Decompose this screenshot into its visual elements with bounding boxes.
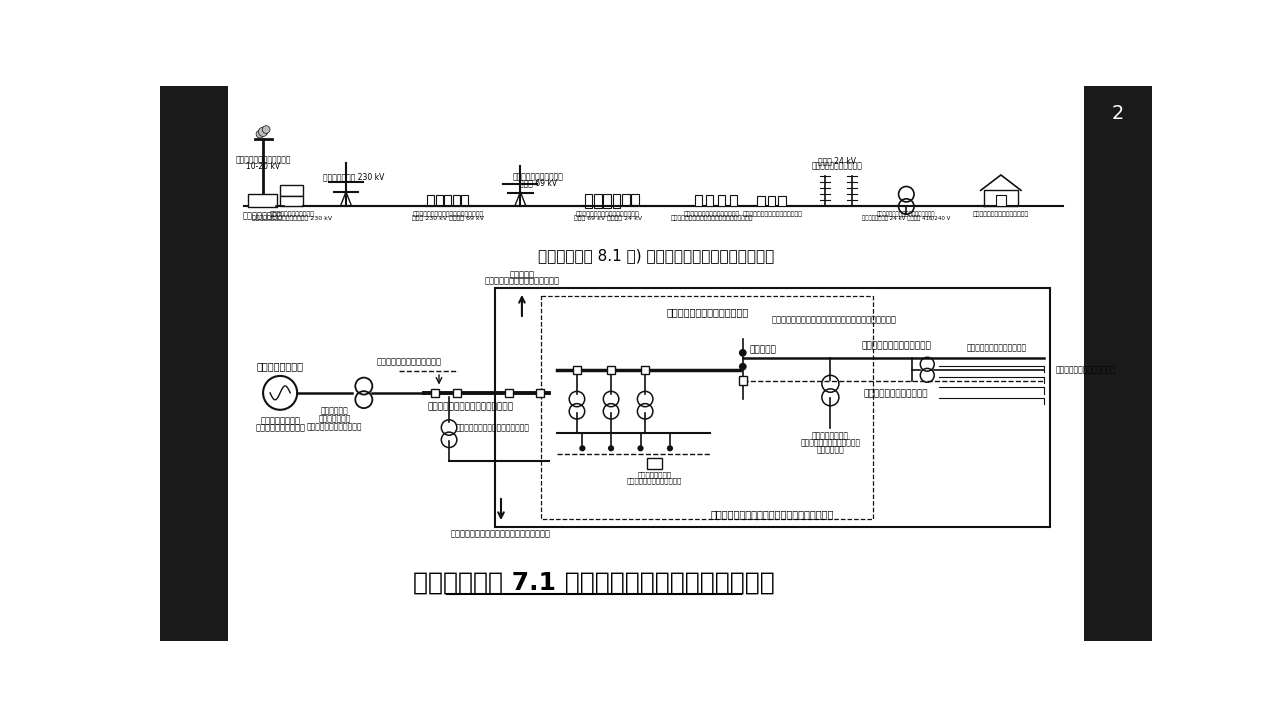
Bar bbox=[160, 86, 228, 641]
Bar bbox=[280, 185, 303, 196]
Text: หม้อแปลง: หม้อแปลง bbox=[637, 472, 672, 478]
Text: ระบบจำหน่ายไฟฟ้ากำลัง: ระบบจำหน่ายไฟฟ้ากำลัง bbox=[710, 509, 835, 519]
Bar bbox=[778, 196, 786, 206]
Text: รูปที่ 8.1 ก) ระบบไฟฟ้ากำลัง: รูปที่ 8.1 ก) ระบบไฟฟ้ากำลัง bbox=[538, 248, 774, 263]
Text: ที่ 24 kV: ที่ 24 kV bbox=[818, 157, 855, 166]
Bar bbox=[607, 366, 614, 374]
Bar bbox=[431, 389, 439, 397]
Bar bbox=[436, 195, 443, 206]
Text: ลดแรงดัน 24 kV เป็น 416/240 V: ลดแรงดัน 24 kV เป็น 416/240 V bbox=[863, 216, 951, 221]
Text: สายป้อนประธาน: สายป้อนประธาน bbox=[861, 341, 931, 351]
Text: 10-20 kV: 10-20 kV bbox=[246, 162, 280, 171]
Bar bbox=[739, 376, 746, 385]
Bar bbox=[462, 195, 468, 206]
Circle shape bbox=[667, 445, 673, 451]
Bar bbox=[495, 288, 1050, 527]
Bar bbox=[646, 459, 662, 469]
Text: หม้อแปลง: หม้อแปลง bbox=[812, 431, 849, 441]
Text: เปลี่ยน: เปลี่ยน bbox=[319, 415, 351, 423]
Bar bbox=[536, 389, 544, 397]
Text: หม้อแปลง: หม้อแปลง bbox=[260, 416, 300, 425]
Circle shape bbox=[739, 349, 746, 356]
Bar bbox=[541, 296, 873, 519]
Bar bbox=[613, 194, 621, 208]
Text: มาจากโรงไฟฟ้า: มาจากโรงไฟฟ้า bbox=[378, 358, 442, 366]
Circle shape bbox=[259, 127, 268, 137]
Text: หม้อแปลงด้านผู้ใช้: หม้อแปลงด้านผู้ใช้ bbox=[877, 211, 936, 217]
Circle shape bbox=[637, 445, 644, 451]
Bar bbox=[996, 195, 1006, 206]
Bar bbox=[594, 194, 602, 208]
Bar bbox=[585, 194, 593, 208]
Text: ระบบส่งย่อย: ระบบส่งย่อย bbox=[513, 173, 563, 181]
Bar bbox=[603, 194, 611, 208]
Text: ราชกิจ: ราชกิจ bbox=[320, 407, 348, 415]
Text: จาก 69 kV เป็น 24 kV: จาก 69 kV เป็น 24 kV bbox=[573, 216, 643, 221]
Bar bbox=[280, 196, 303, 206]
Bar bbox=[768, 196, 776, 206]
Text: สายติดต่อประผู้เสริมสร้าง: สายติดต่อประผู้เสริมสร้าง bbox=[772, 315, 897, 324]
Bar bbox=[707, 195, 713, 206]
Text: 2: 2 bbox=[1112, 104, 1124, 123]
Text: พลังงานไฟฟ้า: พลังงานไฟฟ้า bbox=[236, 156, 291, 165]
Text: จาก 230 kV เป็น 69 kV: จาก 230 kV เป็น 69 kV bbox=[412, 216, 484, 221]
Circle shape bbox=[256, 130, 264, 138]
Text: ไปยังสถานีไฟฟ้าต่อไป: ไปยังสถานีไฟฟ้าต่อไป bbox=[451, 529, 550, 538]
Circle shape bbox=[580, 445, 585, 451]
Text: ไปยังสถานีไฟฟ้า: ไปยังสถานีไฟฟ้า bbox=[484, 276, 559, 286]
Bar bbox=[730, 195, 736, 206]
Bar bbox=[573, 366, 581, 374]
Bar bbox=[641, 366, 649, 374]
Bar bbox=[444, 195, 452, 206]
Text: ที่ 69 kV: ที่ 69 kV bbox=[520, 179, 557, 188]
Text: ไฟฟ้ากำลัง: ไฟฟ้ากำลัง bbox=[255, 423, 305, 433]
Text: โรงไฟฟ้า: โรงไฟฟ้า bbox=[243, 211, 283, 220]
Circle shape bbox=[608, 445, 614, 451]
Bar bbox=[453, 389, 461, 397]
Text: หม้อแปลงไฟฟ้าแรงดัน: หม้อแปลงไฟฟ้าแรงดัน bbox=[412, 211, 484, 217]
Text: ซักก้า: ซักก้า bbox=[817, 445, 845, 454]
Text: สถานีไฟฟ้าย่อย: สถานีไฟฟ้าย่อย bbox=[666, 307, 749, 318]
Text: ระบบส่ง 230 kV: ระบบส่ง 230 kV bbox=[323, 173, 384, 181]
Bar bbox=[622, 194, 630, 205]
Text: โรงงานอุตสาหกรรม: โรงงานอุตสาหกรรม bbox=[742, 211, 803, 217]
Bar bbox=[718, 195, 724, 206]
Text: สายส่งไฟฟ้าไปยัง: สายส่งไฟฟ้าไปยัง bbox=[456, 423, 529, 433]
Text: สายป้อนสำรอง: สายป้อนสำรอง bbox=[864, 389, 928, 398]
Text: สถานีไฟฟ้าบนดิน: สถานีไฟฟ้าบนดิน bbox=[684, 211, 740, 217]
Text: สายป้อนประธาน: สายป้อนประธาน bbox=[966, 343, 1027, 352]
Bar bbox=[631, 194, 639, 205]
Text: บ้านเรือนผู้ใช้: บ้านเรือนผู้ใช้ bbox=[973, 211, 1029, 217]
Text: สวนไฟฟ้าแรงดันต่ำ: สวนไฟฟ้าแรงดันต่ำ bbox=[576, 211, 640, 217]
Text: สำหรับโรงงานอุตสาหกรรม: สำหรับโรงงานอุตสาหกรรม bbox=[671, 216, 753, 221]
Text: เป็นความเร็ว: เป็นความเร็ว bbox=[307, 422, 362, 431]
Text: โรงไฟฟ้า: โรงไฟฟ้า bbox=[256, 361, 303, 372]
Text: รูปที่ 7.1 ระบบไฟฟ้ากำลัง: รูปที่ 7.1 ระบบไฟฟ้ากำลัง bbox=[413, 571, 774, 595]
Text: ตั้งใหม่ไฟฟ้า: ตั้งใหม่ไฟฟ้า bbox=[800, 438, 860, 447]
Text: ลูกค้ารายย่อย: ลูกค้ารายย่อย bbox=[1055, 365, 1115, 374]
Circle shape bbox=[262, 126, 270, 133]
Circle shape bbox=[739, 363, 746, 371]
Bar bbox=[504, 389, 512, 397]
Text: ต่อไป: ต่อไป bbox=[509, 271, 535, 279]
Bar bbox=[247, 194, 276, 207]
Text: สายส่งไฟฟ้ากำลัง: สายส่งไฟฟ้ากำลัง bbox=[428, 402, 513, 411]
Bar bbox=[695, 195, 701, 206]
Bar bbox=[453, 195, 460, 206]
Bar bbox=[428, 195, 434, 206]
Text: ระบบจำหน่าย: ระบบจำหน่าย bbox=[812, 161, 861, 171]
Text: ฟิวส์: ฟิวส์ bbox=[749, 345, 776, 354]
Text: หม้อแปลงหลัก: หม้อแปลงหลัก bbox=[269, 211, 315, 217]
Text: ตั้งใหม่ไฟฟ้า: ตั้งใหม่ไฟฟ้า bbox=[627, 477, 682, 484]
Bar bbox=[756, 196, 764, 206]
Text: เพิ่มแรงดันเป็น 230 kV: เพิ่มแรงดันเป็น 230 kV bbox=[252, 216, 332, 221]
Bar bbox=[1084, 86, 1152, 641]
